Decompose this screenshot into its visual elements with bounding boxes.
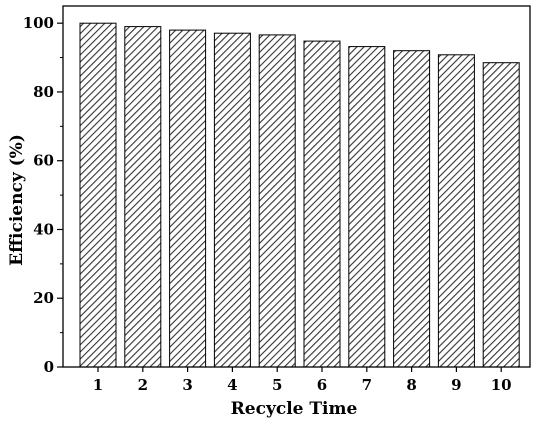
y-tick-label: 40 <box>33 220 54 238</box>
x-tick-label-6: 6 <box>317 376 327 394</box>
bar-4 <box>213 32 251 368</box>
bar-1 <box>79 22 117 368</box>
x-axis-title: Recycle Time <box>231 399 358 419</box>
bar-8 <box>393 50 431 368</box>
plot-frame <box>62 5 531 368</box>
axes-group <box>62 5 531 368</box>
y-tick-label: 0 <box>44 358 54 376</box>
bar-2 <box>124 26 162 368</box>
bar-5 <box>258 34 296 368</box>
x-tick-label-4: 4 <box>227 376 237 394</box>
x-tick-label-10: 10 <box>491 376 512 394</box>
x-tick-label-8: 8 <box>406 376 416 394</box>
y-tick-label: 100 <box>23 14 54 32</box>
x-tick-label-2: 2 <box>138 376 148 394</box>
bars-group <box>79 22 520 368</box>
bar-10 <box>482 62 520 368</box>
y-axis-title: Efficiency (%) <box>7 134 27 266</box>
bar-9 <box>437 54 475 368</box>
bar-3 <box>169 29 207 368</box>
x-tick-label-1: 1 <box>93 376 103 394</box>
x-tick-label-9: 9 <box>451 376 461 394</box>
bar-7 <box>348 46 386 368</box>
x-tick-label-5: 5 <box>272 376 282 394</box>
x-tick-label-7: 7 <box>362 376 372 394</box>
y-tick-label: 20 <box>33 289 54 307</box>
x-tick-label-3: 3 <box>182 376 192 394</box>
y-tick-label: 60 <box>33 152 54 170</box>
y-tick-label: 80 <box>33 83 54 101</box>
ticks-group: 0 20 40 60 80 100 1 2 3 4 5 6 7 8 9 10 <box>23 14 512 394</box>
bar-6 <box>303 40 341 368</box>
